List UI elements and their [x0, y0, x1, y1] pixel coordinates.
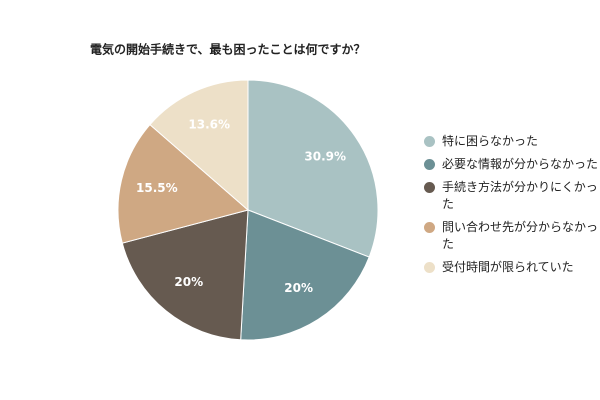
- pie-slice: [240, 209, 370, 341]
- legend-item: 特に困らなかった: [424, 133, 600, 150]
- pie-slice: [121, 209, 249, 341]
- legend-label: 必要な情報が分からなかった: [442, 157, 599, 171]
- data-label: 15.5%: [136, 181, 178, 195]
- legend-marker: [424, 159, 435, 170]
- pie-slice: [247, 79, 379, 258]
- legend-label: 受付時間が限られていた: [442, 260, 574, 274]
- pie-slice: [117, 123, 250, 244]
- legend-label: 問い合わせ先が分からなかった: [442, 220, 599, 251]
- legend: 特に困らなかった必要な情報が分からなかった手続き方法が分かりにくかった 問い合わせ…: [424, 133, 600, 282]
- data-label: 20%: [284, 281, 313, 295]
- data-label: 20%: [174, 275, 203, 289]
- data-label: 30.9%: [304, 150, 346, 164]
- legend-label: 手続き方法が分かりにくかった: [442, 180, 598, 211]
- legend-item: 問い合わせ先が分からなかった: [424, 219, 600, 253]
- legend-item: 必要な情報が分からなかった: [424, 156, 600, 173]
- legend-marker: [424, 222, 435, 233]
- legend-marker: [424, 182, 435, 193]
- legend-label: 特に困らなかった: [442, 134, 539, 148]
- legend-item: 手続き方法が分かりにくかった: [424, 179, 600, 213]
- data-label: 13.6%: [188, 117, 230, 131]
- legend-item: 受付時間が限られていた: [424, 259, 600, 276]
- pie-slice: [149, 79, 249, 212]
- legend-marker: [424, 136, 435, 147]
- legend-marker: [424, 262, 435, 273]
- chart-title: 電気の開始手続きで、最も困ったことは何ですか？: [90, 42, 366, 57]
